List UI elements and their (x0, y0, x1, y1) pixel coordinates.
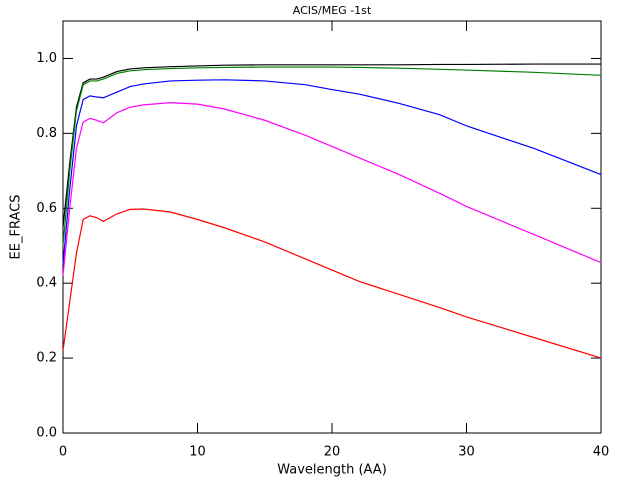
y-tick-label: 0.0 (36, 426, 57, 441)
y-tick-label: 0.6 (36, 201, 57, 216)
y-tick-label: 0.2 (36, 351, 57, 366)
y-tick-label: 1.0 (36, 51, 57, 66)
x-axis-label: Wavelength (AA) (277, 463, 387, 478)
y-tick-label: 0.4 (36, 276, 57, 291)
series-line (62, 79, 602, 265)
series-line (62, 63, 601, 228)
series-line (62, 102, 602, 276)
plot-frame (62, 20, 602, 434)
x-tick-label: 30 (458, 445, 475, 460)
x-tick-label: 10 (189, 445, 206, 460)
series-line (62, 66, 602, 246)
chart-title: ACIS/MEG -1st (293, 4, 372, 17)
y-axis-label: EE_FRACS (9, 195, 24, 260)
x-tick-label: 0 (59, 445, 67, 460)
series-line (62, 208, 602, 359)
x-tick-label: 20 (324, 445, 341, 460)
x-tick-label: 40 (593, 445, 610, 460)
y-tick-label: 0.8 (36, 126, 57, 141)
